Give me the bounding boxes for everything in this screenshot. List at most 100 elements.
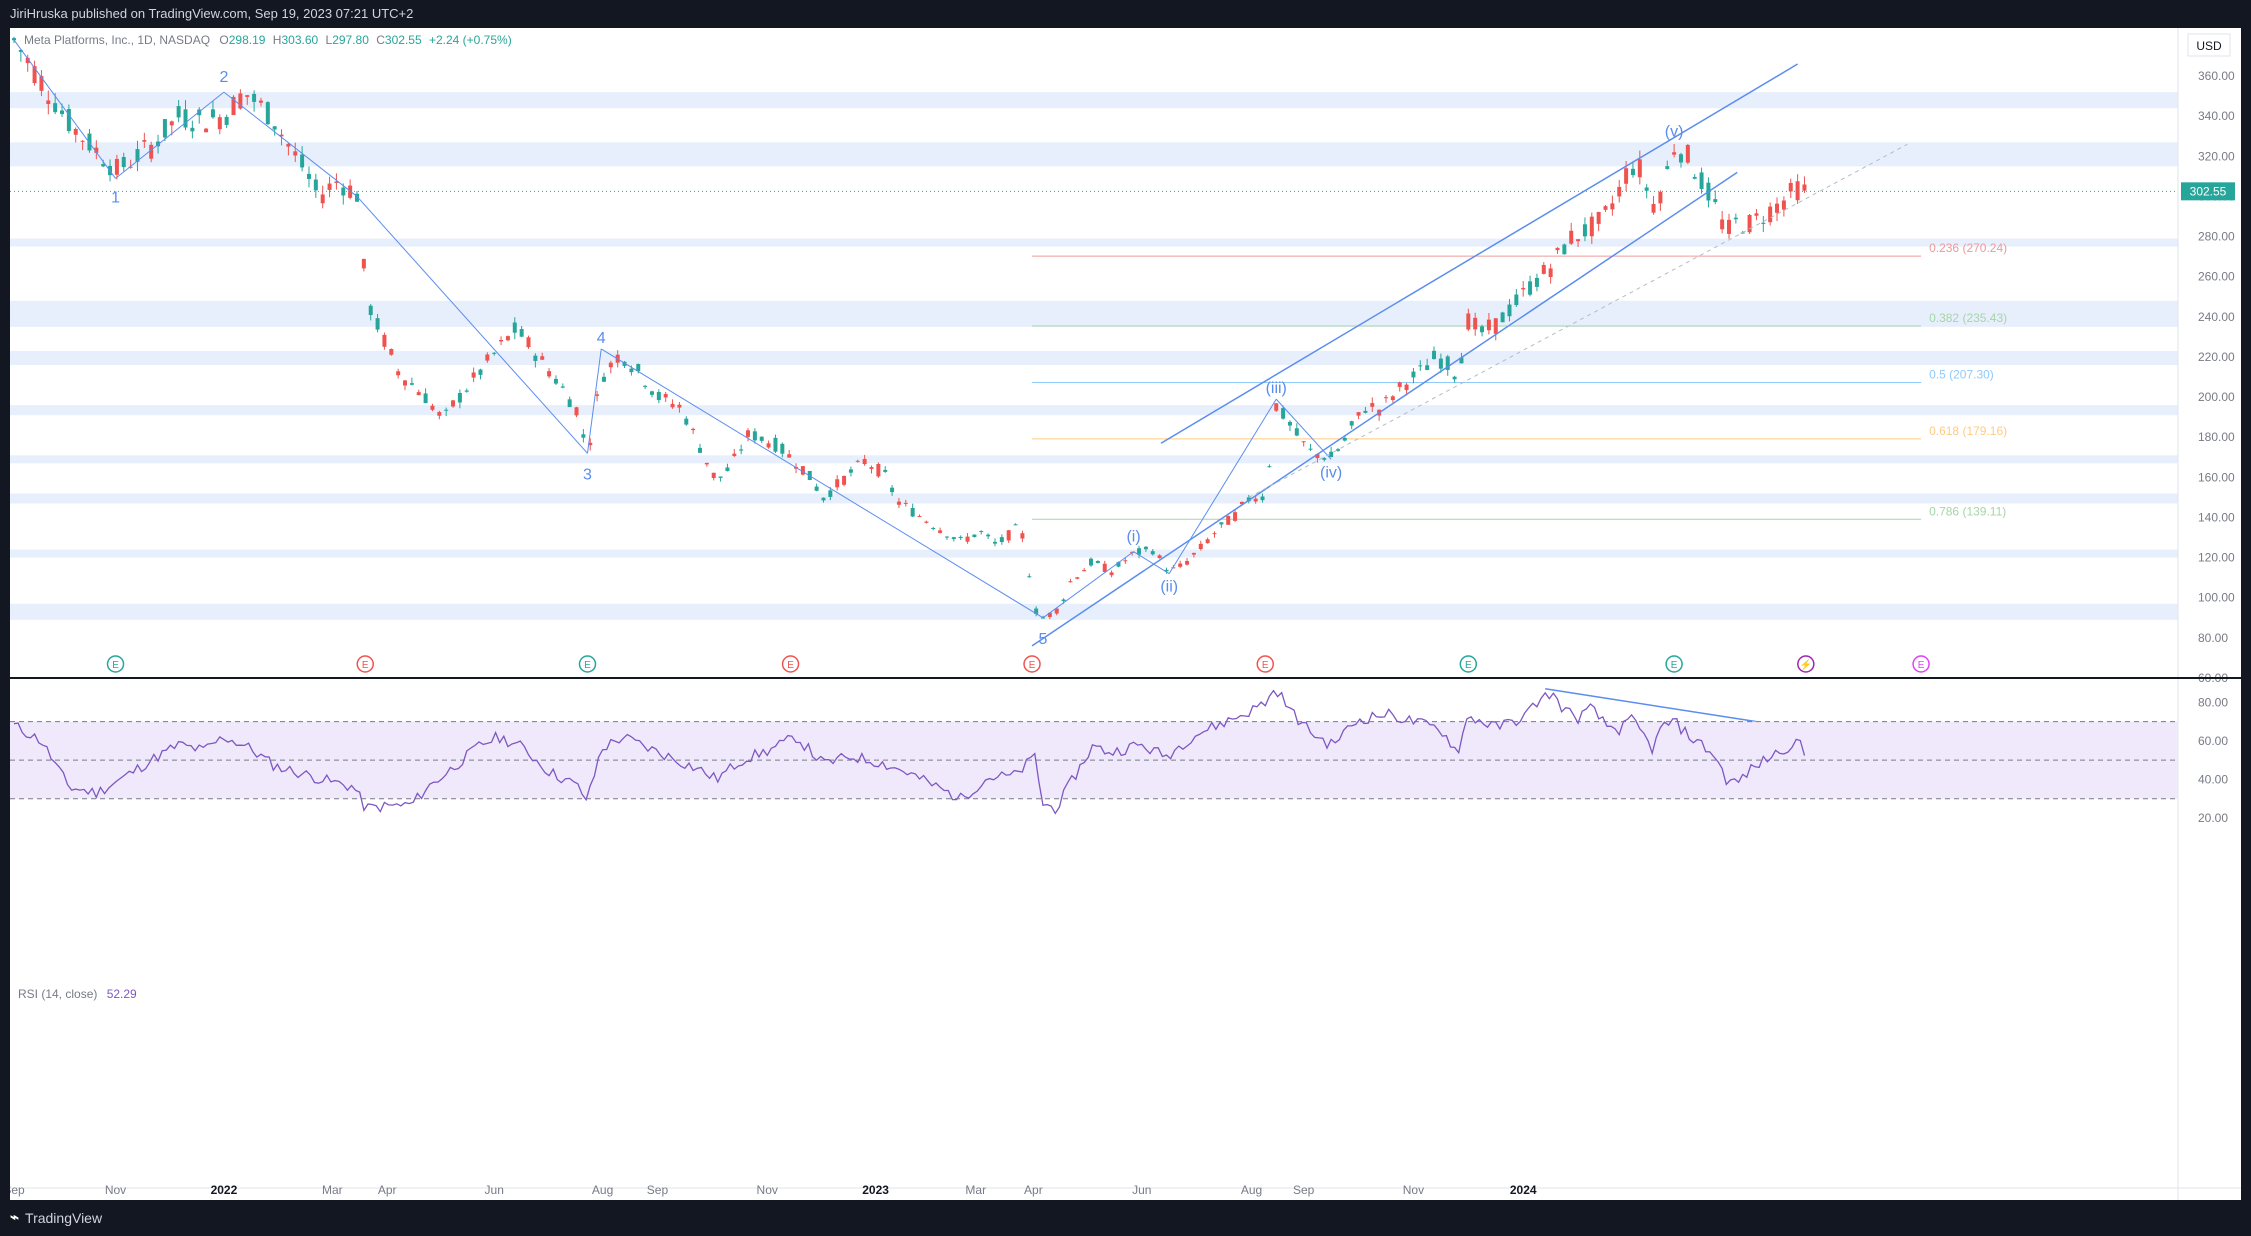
candle-body: [142, 140, 147, 142]
candle-body: [553, 378, 558, 384]
candle-body: [1795, 181, 1800, 201]
candle-body: [1370, 403, 1375, 407]
candle-body: [842, 475, 847, 485]
candle-body: [560, 386, 565, 388]
candle-body: [1493, 318, 1498, 334]
candle-body: [1137, 548, 1142, 555]
earnings-marker-label: E: [584, 660, 591, 671]
earnings-marker-icon: [1023, 655, 1041, 673]
candle-body: [114, 158, 119, 175]
candle-body: [464, 390, 469, 392]
candle-body: [1644, 187, 1649, 191]
candle-body: [512, 322, 517, 333]
candle-body: [375, 318, 380, 330]
candle-body: [821, 497, 826, 501]
candle-body: [883, 469, 888, 472]
support-resistance-zones: [10, 92, 2178, 620]
candle-body: [1205, 539, 1210, 544]
candle-body: [526, 337, 531, 348]
candle-body: [1116, 562, 1121, 567]
price-zone: [10, 238, 2178, 247]
candle-body: [12, 38, 16, 41]
candle-body: [1404, 384, 1409, 391]
candle-body: [1658, 191, 1663, 204]
last-price-tag: [2181, 182, 2235, 201]
candle-body: [1054, 608, 1059, 614]
time-axis: Sep Nov 2022 Mar Apr Jun Aug Sep Nov 2023 Mar Apr Ju…: [3, 1183, 2241, 1197]
candle-body: [121, 156, 126, 168]
candle-body: [190, 127, 195, 132]
candle-body: [759, 436, 764, 441]
wave-label: 2: [219, 69, 228, 86]
candle-body: [1061, 599, 1066, 602]
candle-body: [1281, 408, 1286, 419]
candle-body: [938, 530, 943, 533]
candle-body: [252, 93, 257, 102]
candle-body: [540, 356, 545, 360]
candle-body: [1068, 581, 1073, 583]
candle-body: [711, 472, 716, 479]
earnings-marker-icon: [106, 655, 125, 673]
candle-body: [601, 376, 606, 382]
candle-body: [1143, 546, 1148, 550]
chart-frame: 0.236 (270.24) 0.382 (235.43) 0.5 (207.30)…: [3, 28, 2241, 1200]
candle-body: [80, 140, 85, 142]
candle-body: [396, 371, 401, 376]
candle-body: [217, 117, 222, 130]
candle-body: [1315, 453, 1320, 459]
time-tick-label: 2022: [211, 1183, 238, 1197]
candle-body: [855, 460, 860, 462]
price-candles: [12, 36, 1807, 620]
candle-body: [1582, 224, 1587, 237]
candle-body: [924, 521, 929, 523]
candle-body: [677, 404, 682, 408]
candle-body: [704, 462, 709, 465]
candle-body: [649, 391, 654, 395]
price-tick-label: 280.00: [2198, 230, 2235, 244]
candle-body: [1212, 533, 1217, 535]
chart-canvas[interactable]: 0.236 (270.24) 0.382 (235.43) 0.5 (207.30)…: [3, 28, 2241, 1200]
candle-body: [732, 453, 737, 456]
candle-body: [437, 412, 442, 416]
candle-body: [471, 372, 476, 378]
price-tick-label: 240.00: [2198, 310, 2235, 324]
candle-body: [636, 364, 641, 372]
candle-body: [1617, 186, 1622, 197]
price-zone: [10, 455, 2178, 464]
candle-body: [787, 454, 792, 458]
earnings-marker-icon: [781, 655, 800, 673]
candle-body: [670, 403, 675, 408]
earnings-marker-icon: [1912, 655, 1930, 673]
candle-body: [451, 400, 456, 407]
candle-body: [752, 431, 757, 441]
earnings-marker-label: E: [362, 660, 369, 671]
candle-body: [1418, 365, 1423, 367]
candle-body: [986, 534, 991, 537]
candle-body: [382, 334, 387, 347]
candle-body: [341, 187, 346, 196]
high-label: H: [273, 33, 282, 47]
candle-body: [574, 407, 579, 416]
currency-button[interactable]: [2187, 33, 2231, 57]
candle-body: [1438, 358, 1443, 369]
candle-body: [999, 537, 1004, 543]
price-tick-label: 360.00: [2198, 69, 2235, 83]
candle-body: [231, 96, 236, 116]
candle-body: [416, 392, 421, 396]
time-tick-label: Apr: [378, 1183, 397, 1197]
candle-body: [1034, 608, 1039, 614]
candle-body: [718, 476, 723, 478]
candle-body: [1665, 166, 1670, 169]
fibonacci-retracement: 0.236 (270.24) 0.382 (235.43) 0.5 (207.30)…: [1032, 241, 2007, 520]
candle-body: [1747, 214, 1752, 233]
candle-body: [643, 385, 648, 387]
candle-body: [1342, 437, 1347, 441]
candle-body: [1075, 577, 1080, 579]
price-zone: [10, 142, 2178, 167]
candle-body: [1507, 304, 1512, 317]
candle-body: [53, 103, 58, 113]
candle-body: [1095, 560, 1100, 564]
tradingview-logo-icon[interactable]: ⌁: [10, 1209, 20, 1226]
candle-body: [1102, 563, 1107, 572]
candle-body: [629, 368, 634, 373]
